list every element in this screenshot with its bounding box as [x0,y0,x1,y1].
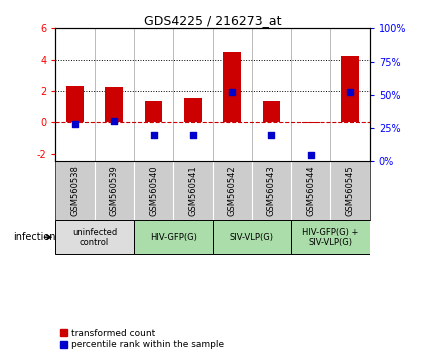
Text: GSM560545: GSM560545 [346,165,354,216]
Text: HIV-GFP(G): HIV-GFP(G) [150,233,197,242]
Text: infection: infection [13,232,55,242]
FancyBboxPatch shape [55,220,134,254]
Bar [105,87,123,122]
Bar [341,56,359,122]
Point [111,119,118,124]
Bar [263,101,280,122]
Point [307,152,314,158]
Bar [302,122,320,123]
Title: GDS4225 / 216273_at: GDS4225 / 216273_at [144,14,281,27]
FancyBboxPatch shape [291,220,370,254]
Point [347,89,354,95]
Text: GSM560539: GSM560539 [110,165,119,216]
Bar [66,86,84,122]
Point [150,132,157,138]
FancyBboxPatch shape [212,220,291,254]
Text: GSM560544: GSM560544 [306,165,315,216]
Text: HIV-GFP(G) +
SIV-VLP(G): HIV-GFP(G) + SIV-VLP(G) [302,228,359,247]
Legend: transformed count, percentile rank within the sample: transformed count, percentile rank withi… [60,329,224,349]
Text: GSM560542: GSM560542 [228,165,237,216]
Text: GSM560543: GSM560543 [267,165,276,216]
FancyBboxPatch shape [134,220,212,254]
Point [268,132,275,138]
Text: GSM560541: GSM560541 [188,165,197,216]
Text: GSM560540: GSM560540 [149,165,158,216]
Point [229,89,235,95]
Point [190,132,196,138]
Bar [184,98,202,122]
Point [71,121,78,127]
Text: GSM560538: GSM560538 [71,165,79,216]
Bar [223,52,241,122]
Bar [144,101,162,122]
Text: uninfected
control: uninfected control [72,228,117,247]
Text: SIV-VLP(G): SIV-VLP(G) [230,233,274,242]
